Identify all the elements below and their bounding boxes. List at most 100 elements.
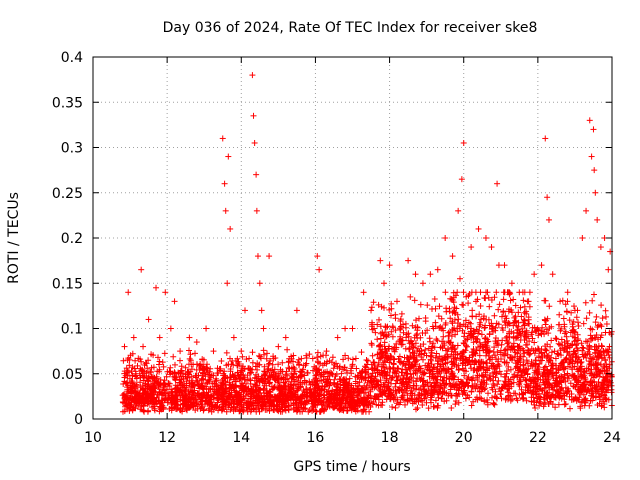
data-point xyxy=(316,266,323,273)
data-point xyxy=(531,271,538,278)
data-point xyxy=(251,139,258,146)
data-point xyxy=(564,298,571,305)
data-point xyxy=(412,271,419,278)
data-point xyxy=(266,253,273,260)
data-point xyxy=(579,235,586,241)
data-point xyxy=(145,316,152,323)
data-point xyxy=(377,257,384,264)
data-point xyxy=(482,235,489,241)
data-point xyxy=(545,216,552,223)
data-point xyxy=(227,225,234,232)
data-point xyxy=(314,253,321,260)
y-tick-label: 0.35 xyxy=(52,95,83,111)
data-point xyxy=(586,117,593,124)
data-point-cloud xyxy=(119,289,615,415)
data-point xyxy=(494,180,501,187)
data-point xyxy=(225,153,232,160)
data-point xyxy=(516,289,523,296)
data-point xyxy=(221,180,228,187)
x-tick-label: 16 xyxy=(307,430,325,446)
data-point xyxy=(495,262,502,269)
data-point xyxy=(153,284,160,291)
data-point xyxy=(549,271,556,278)
data-point xyxy=(230,334,237,341)
data-point xyxy=(381,280,388,287)
data-point xyxy=(405,257,412,264)
data-point xyxy=(588,153,595,160)
y-tick-label: 0.4 xyxy=(61,50,83,66)
data-point xyxy=(349,325,356,332)
data-point xyxy=(125,289,132,296)
data-point xyxy=(468,244,475,251)
data-point xyxy=(130,334,137,341)
data-point xyxy=(253,171,260,178)
data-point xyxy=(238,348,245,355)
data-point xyxy=(256,280,263,287)
x-tick-label: 10 xyxy=(84,430,102,446)
data-point xyxy=(171,298,178,305)
data-point xyxy=(210,348,217,355)
data-point xyxy=(250,112,257,119)
x-tick-label: 24 xyxy=(603,430,621,446)
data-point xyxy=(254,253,261,260)
data-point xyxy=(386,262,393,269)
data-point xyxy=(140,343,147,350)
data-point xyxy=(275,343,282,350)
data-point xyxy=(219,135,226,142)
data-point xyxy=(186,334,193,341)
data-point xyxy=(591,167,598,174)
data-point xyxy=(241,307,248,314)
y-axis-label: ROTI / TECUs xyxy=(6,192,22,284)
data-point xyxy=(538,262,545,269)
data-point xyxy=(167,325,174,332)
axis-ticks: 0 0.05 0.1 0.15 0.2 0.25 0.3 0.35 0.4 10 12 14 16 18 2… xyxy=(52,50,621,446)
data-point xyxy=(455,207,462,214)
data-point xyxy=(488,244,495,251)
data-point xyxy=(583,207,590,214)
x-tick-label: 18 xyxy=(381,430,399,446)
y-tick-label: 0.15 xyxy=(52,276,83,292)
y-tick-label: 0.2 xyxy=(61,231,83,247)
y-tick-label: 0.3 xyxy=(61,141,83,157)
data-point xyxy=(323,348,330,355)
data-point xyxy=(525,298,532,305)
data-point xyxy=(368,307,375,314)
data-point xyxy=(253,207,260,214)
x-axis-label: GPS time / hours xyxy=(293,459,410,475)
data-point xyxy=(542,135,549,142)
data-point xyxy=(177,348,184,355)
data-point xyxy=(138,266,145,273)
data-point xyxy=(592,189,599,196)
data-point xyxy=(222,207,229,214)
x-tick-label: 14 xyxy=(232,430,250,446)
data-point xyxy=(224,280,231,287)
y-tick-label: 0 xyxy=(74,412,83,428)
x-tick-label: 12 xyxy=(158,430,176,446)
y-tick-label: 0.1 xyxy=(61,322,83,338)
chart-title: Day 036 of 2024, Rate Of TEC Index for r… xyxy=(163,20,538,36)
data-point xyxy=(605,266,612,273)
y-tick-label: 0.05 xyxy=(52,367,83,383)
data-point xyxy=(544,194,551,201)
data-point xyxy=(508,280,515,287)
data-point xyxy=(442,235,449,241)
data-point xyxy=(203,325,210,332)
y-tick-label: 0.25 xyxy=(52,186,83,202)
data-point xyxy=(334,334,341,341)
data-point xyxy=(419,280,426,287)
data-point xyxy=(557,298,564,305)
data-point xyxy=(393,298,400,305)
data-point xyxy=(427,271,434,278)
x-tick-label: 22 xyxy=(529,430,547,446)
data-point xyxy=(282,334,289,341)
data-point xyxy=(460,139,467,146)
data-point xyxy=(360,289,367,296)
data-point xyxy=(590,126,597,133)
data-point xyxy=(457,275,464,282)
data-point xyxy=(260,325,267,332)
data-point xyxy=(501,262,508,269)
data-point xyxy=(293,307,300,314)
data-point xyxy=(342,325,349,332)
data-point xyxy=(449,253,456,260)
data-point xyxy=(156,334,163,341)
